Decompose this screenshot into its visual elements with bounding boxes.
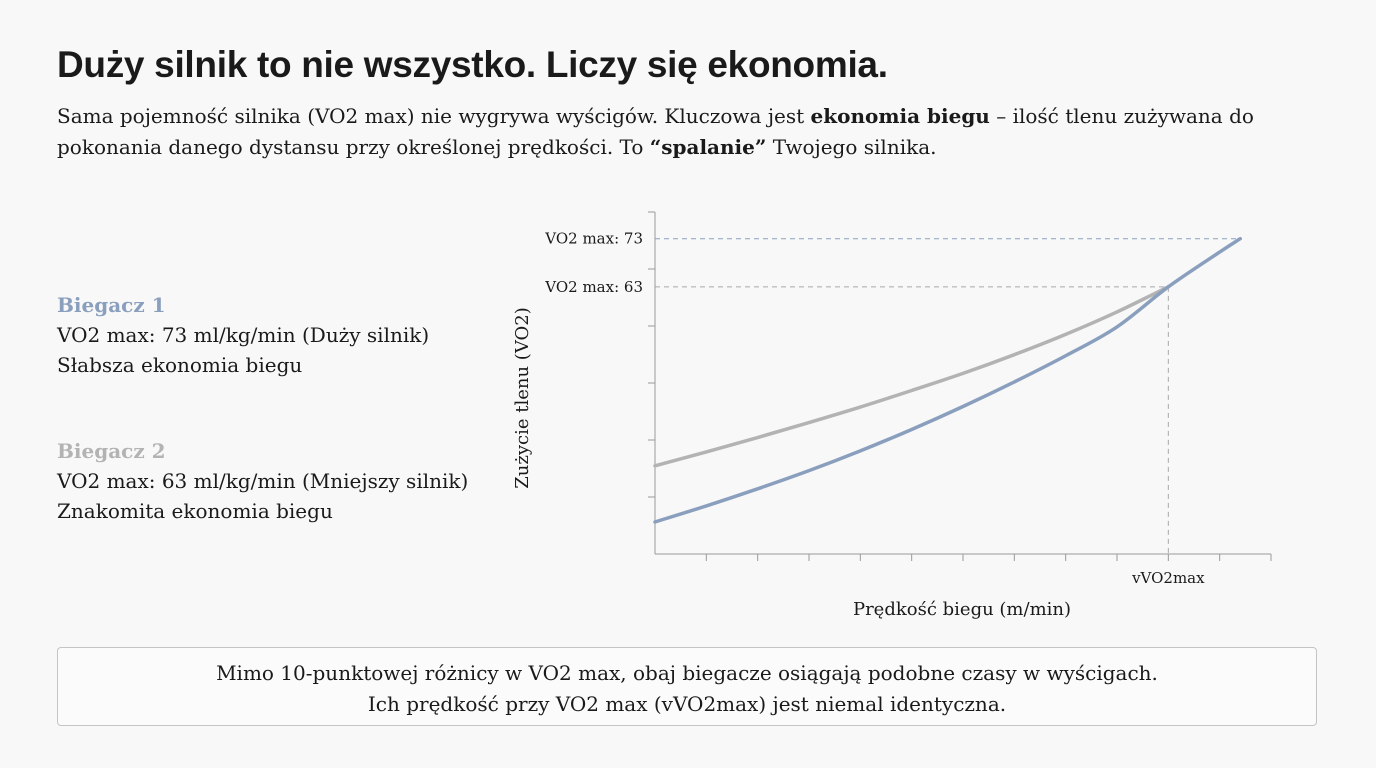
summary-line-1: Mimo 10-punktowej różnicy w VO2 max, oba…	[216, 661, 1158, 685]
series-line-runner-2	[653, 285, 1171, 468]
vo2-chart: VO2 max: 73 VO2 max: 63 vVO2max Prędkość…	[512, 211, 1272, 620]
runner-1-block: Biegacz 1 VO2 max: 73 ml/kg/min (Duży si…	[57, 290, 429, 380]
vo2max-63-label: VO2 max: 63	[544, 278, 643, 296]
runner-1-name: Biegacz 1	[57, 293, 166, 317]
intro-text: Sama pojemność silnika (VO2 max) nie wyg…	[57, 101, 1287, 163]
intro-bold-economy: ekonomia biegu	[810, 104, 990, 128]
vvo2max-label: vVO2max	[1131, 569, 1205, 587]
vo2max-73-label: VO2 max: 73	[544, 230, 643, 248]
series-line-runner-1	[653, 236, 1242, 524]
intro-part-3: Twojego silnika.	[766, 135, 937, 159]
runner-2-name: Biegacz 2	[57, 439, 166, 463]
y-axis-label: Zużycie tlenu (VO2)	[512, 307, 533, 488]
page-title: Duży silnik to nie wszystko. Liczy się e…	[57, 44, 888, 85]
runner-2-economy: Znakomita ekonomia biegu	[57, 499, 333, 523]
runner-1-economy: Słabsza ekonomia biegu	[57, 353, 303, 377]
intro-part-2: – ilość tlenu zużywana do pokonania dane…	[57, 104, 1254, 159]
summary-line-2: Ich prędkość przy VO2 max (vVO2max) jest…	[367, 692, 1007, 716]
x-axis-label: Prędkość biegu (m/min)	[853, 599, 1071, 620]
intro-bold-burn: “spalanie”	[649, 135, 767, 159]
intro-part-1: Sama pojemność silnika (VO2 max) nie wyg…	[57, 104, 811, 128]
runner-1-vo2max: VO2 max: 73 ml/kg/min (Duży silnik)	[57, 323, 430, 347]
runner-2-block: Biegacz 2 VO2 max: 63 ml/kg/min (Mniejsz…	[57, 436, 468, 526]
summary-note: Mimo 10-punktowej różnicy w VO2 max, oba…	[57, 647, 1317, 726]
runner-2-vo2max: VO2 max: 63 ml/kg/min (Mniejszy silnik)	[57, 469, 469, 493]
